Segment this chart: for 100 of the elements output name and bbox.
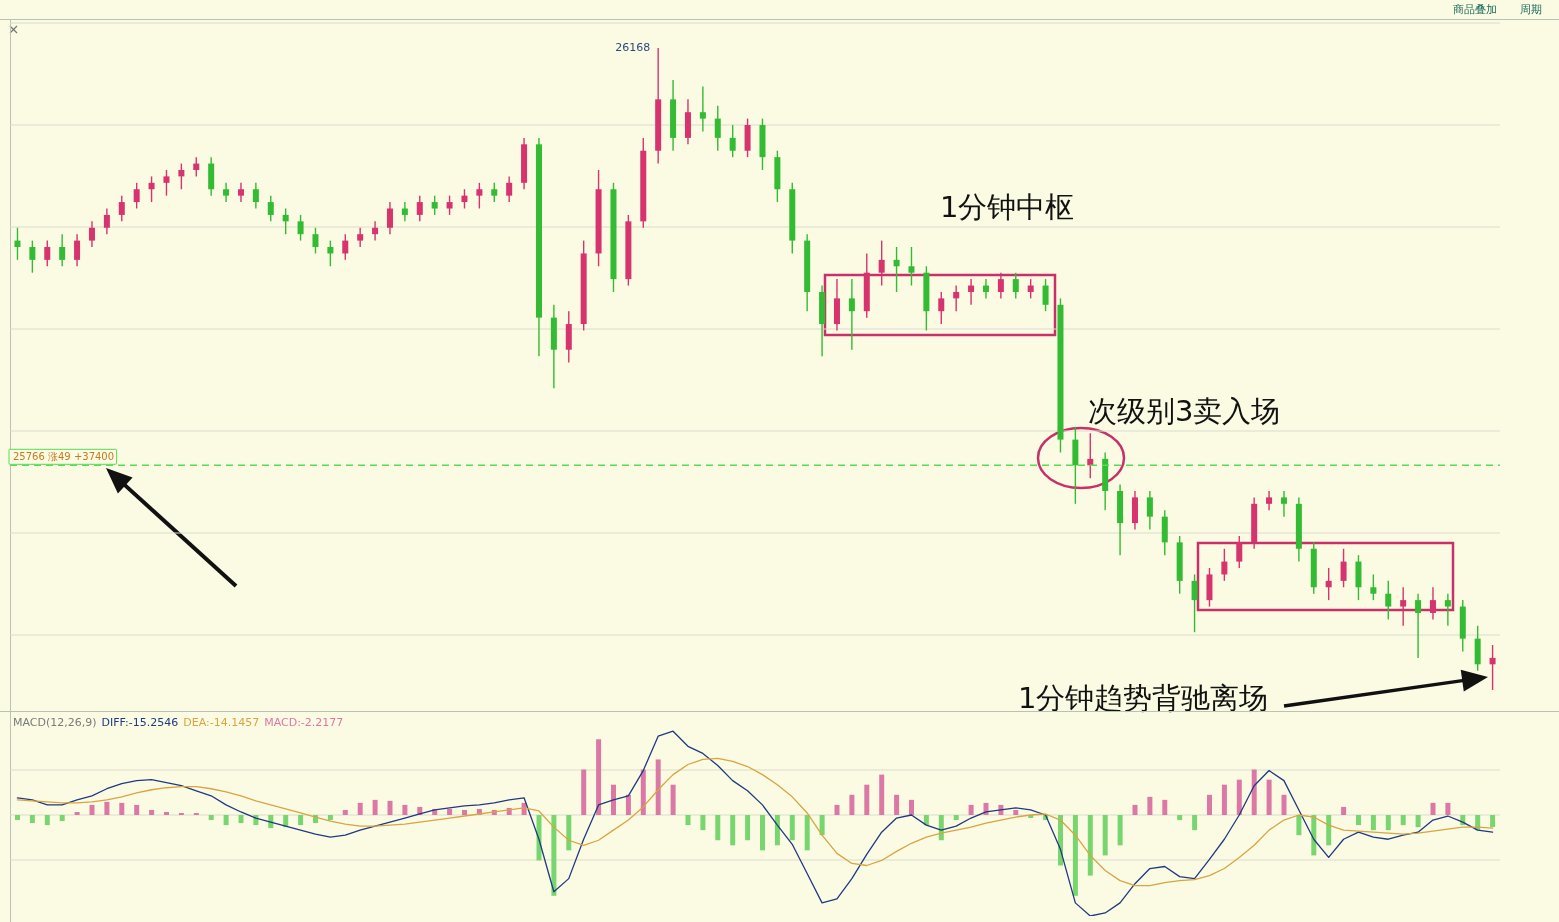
candlestick (74, 233, 81, 267)
candlestick (714, 105, 721, 152)
candlestick (461, 188, 468, 210)
candlestick (1444, 593, 1451, 627)
candlestick (1012, 272, 1019, 300)
annotation: 26168 (615, 41, 651, 54)
bar (760, 815, 765, 851)
bar (462, 809, 467, 815)
candlestick (282, 207, 289, 235)
candlestick (44, 239, 51, 267)
bar (894, 794, 900, 815)
candlestick (223, 182, 230, 203)
bar (1087, 815, 1093, 876)
bar (685, 815, 691, 826)
bar (327, 815, 333, 821)
candlestick (118, 194, 125, 223)
candlestick (193, 156, 200, 178)
candlestick (1221, 548, 1228, 582)
bar (879, 774, 885, 815)
candlestick (1400, 586, 1407, 627)
candlestick (431, 194, 438, 216)
bar (923, 815, 929, 826)
text: DEA:-14.1457 (183, 716, 260, 729)
candlestick (29, 239, 36, 274)
candlestick (148, 175, 155, 203)
bar (789, 815, 795, 841)
candlestick (1370, 573, 1377, 601)
bar (1192, 815, 1198, 831)
bar (819, 815, 825, 836)
candlestick (1429, 586, 1436, 621)
bar (745, 815, 751, 841)
bar (15, 815, 20, 821)
candlestick (1191, 573, 1198, 633)
bar (864, 784, 870, 815)
candlestick (237, 182, 244, 203)
bar (1236, 779, 1242, 815)
bar (1251, 769, 1257, 815)
bar (953, 815, 959, 821)
bar (1221, 784, 1227, 815)
bar (402, 804, 408, 815)
bar (447, 808, 453, 815)
candlestick (476, 182, 483, 210)
candlestick (729, 124, 736, 158)
bar (670, 784, 676, 815)
bar (909, 799, 914, 815)
candlestick (997, 272, 1004, 300)
bar (625, 794, 631, 815)
candlestick (386, 201, 393, 235)
candlestick (372, 220, 379, 242)
bar (1370, 815, 1376, 831)
bar (1147, 796, 1153, 815)
bar (104, 801, 110, 815)
candlestick (1385, 580, 1392, 621)
bar (1326, 815, 1332, 846)
candlestick (893, 246, 900, 293)
bar (149, 809, 155, 815)
bar (1490, 815, 1496, 828)
text: MACD:-2.2177 (264, 716, 344, 729)
candlestick (446, 194, 453, 216)
candlestick (357, 227, 364, 248)
bar (342, 809, 348, 815)
bar (1266, 779, 1272, 815)
bar (223, 815, 229, 826)
bar (298, 815, 304, 826)
bar (655, 759, 661, 815)
bar (968, 804, 974, 815)
candlestick (416, 194, 423, 223)
bar (1445, 802, 1451, 815)
candlestick (163, 169, 170, 197)
candlestick (1489, 644, 1496, 690)
candlestick (1087, 432, 1094, 479)
legend-title: MACD(12,26,9) (13, 716, 97, 729)
text: DIFF:-15.2546 (101, 716, 179, 729)
text: 商品叠加 (1453, 3, 1497, 16)
candlestick (14, 227, 21, 261)
candlestick (699, 85, 706, 133)
candlestick (1266, 490, 1273, 511)
candlestick (103, 207, 110, 235)
bar (1356, 815, 1361, 826)
candlestick (1415, 593, 1422, 659)
candlestick (178, 162, 185, 190)
bar (29, 815, 35, 824)
candlestick (312, 227, 319, 255)
candlestick (401, 201, 408, 223)
candlestick (1042, 278, 1049, 312)
candlestick (848, 278, 855, 351)
bar (387, 800, 393, 815)
bar (1013, 809, 1019, 815)
bar (581, 769, 587, 815)
bar (1281, 794, 1287, 815)
bar (119, 802, 125, 815)
bar (1072, 815, 1078, 896)
bar (1207, 794, 1212, 815)
bar (1385, 815, 1391, 831)
bar (372, 799, 378, 815)
candlestick (953, 284, 960, 312)
bar (774, 815, 780, 846)
bar (611, 784, 616, 815)
candlestick (1325, 567, 1332, 601)
bar (74, 811, 80, 815)
